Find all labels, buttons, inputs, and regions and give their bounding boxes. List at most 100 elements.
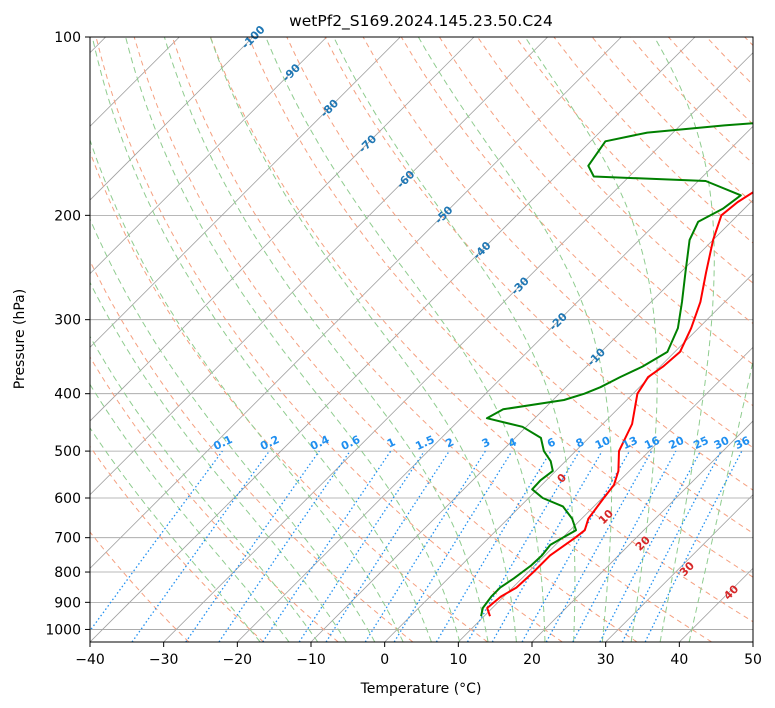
y-tick-label: 900 — [54, 595, 81, 611]
dry-adiabat-line — [744, 37, 753, 47]
mixing-ratio-label: 13 — [620, 434, 639, 452]
mixing-ratio-line — [218, 450, 351, 642]
x-tick-label: −40 — [75, 652, 105, 668]
moist-adiabat-line — [524, 37, 658, 642]
dry-adiabat-line — [90, 445, 264, 642]
dry-adiabat-label: 20 — [633, 533, 653, 553]
dry-adiabat-line — [90, 356, 339, 642]
mixing-ratio-line — [325, 450, 450, 642]
isotherm-label: -80 — [318, 97, 341, 120]
dry-adiabat-line — [171, 37, 712, 642]
isotherm-label: -30 — [509, 274, 532, 297]
moist-adiabat-line — [90, 383, 290, 642]
x-axis-label: Temperature (°C) — [360, 681, 482, 697]
dry-adiabat-line — [553, 37, 753, 244]
dry-adiabat-line — [90, 531, 190, 642]
mixing-ratio-line — [131, 450, 270, 642]
x-tick-label: 50 — [744, 652, 762, 668]
moist-adiabat-line — [125, 37, 461, 642]
isotherm-line — [90, 37, 696, 642]
x-tick-label: 0 — [380, 652, 389, 668]
mixing-ratio-line — [298, 450, 425, 642]
line-labels: 0.1 0.2 0.4 0.6 1 1.5 2 3 4 6 8 10 13 16 20 25 30 36-100-… — [211, 23, 752, 603]
mixing-ratio-label: 30 — [712, 434, 732, 452]
x-tick-label: 20 — [523, 652, 541, 668]
isotherm-label: -20 — [547, 310, 570, 333]
dry-adiabat-line — [706, 37, 753, 86]
dry-adiabat-line — [90, 150, 488, 642]
isotherm-line — [458, 346, 753, 642]
dry-adiabat-line — [438, 37, 753, 366]
mixing-ratio-label: 8 — [574, 435, 586, 450]
isotherm-label: -40 — [470, 239, 493, 262]
x-tick-label: −30 — [149, 652, 179, 668]
mixing-ratio-label: 1 — [385, 435, 397, 450]
dry-adiabat-line — [668, 37, 753, 125]
dry-adiabat-line — [400, 37, 753, 407]
x-tick-label: −10 — [296, 652, 326, 668]
mixing-ratio-label: 0.1 — [211, 433, 234, 453]
moist-adiabat-line — [90, 217, 376, 642]
y-tick-label: 500 — [54, 444, 81, 460]
mixing-ratio-label: 20 — [667, 434, 687, 452]
axis-ticks: −40 −30 −20 −10 0 10 20 30 40 5010020030040050060… — [45, 30, 762, 668]
moist-adiabat-line — [688, 358, 753, 642]
mixing-ratio-line — [435, 450, 552, 642]
mixing-ratio-label: 36 — [733, 434, 753, 452]
dry-adiabat-line — [248, 37, 753, 578]
isotherm-label: -90 — [280, 61, 303, 84]
isotherm-label: -50 — [432, 203, 455, 226]
x-tick-label: 30 — [597, 652, 615, 668]
isotherm-line — [531, 420, 753, 642]
mixing-ratio-label: 0.6 — [339, 433, 362, 453]
background-lines — [90, 37, 753, 642]
moist-adiabat-line — [90, 427, 261, 642]
y-tick-label: 200 — [54, 208, 81, 224]
temperature-profile-line — [486, 191, 753, 617]
moist-adiabat-line — [333, 37, 576, 642]
mixing-ratio-line — [521, 450, 631, 642]
moist-adiabat-line — [653, 37, 715, 642]
dry-adiabat-line — [210, 37, 753, 623]
x-tick-label: 10 — [449, 652, 467, 668]
isotherm-label: -60 — [394, 168, 417, 191]
moist-adiabat-line — [90, 281, 347, 642]
moist-adiabat-line — [417, 37, 613, 642]
isotherm-line — [90, 37, 622, 569]
moist-adiabat-line — [91, 37, 432, 642]
mixing-ratio-label: 16 — [642, 434, 662, 452]
isotherm-line — [163, 52, 753, 642]
mixing-ratio-line — [572, 450, 677, 642]
y-tick-label: 700 — [54, 531, 81, 547]
isotherm-line — [384, 273, 753, 642]
isotherm-label: -10 — [585, 345, 608, 368]
mixing-ratio-line — [90, 450, 223, 632]
isotherm-line — [90, 37, 254, 201]
y-tick-label: 100 — [54, 30, 81, 46]
mixing-ratio-line — [364, 450, 486, 642]
mixing-ratio-line — [262, 450, 392, 642]
dewpoint-profile-line — [480, 122, 753, 617]
x-tick-label: −20 — [223, 652, 253, 668]
mixing-ratio-label: 10 — [593, 434, 613, 452]
dry-adiabat-line — [133, 37, 638, 642]
mixing-ratio-label: 25 — [691, 434, 710, 452]
mixing-ratio-label: 3 — [480, 435, 492, 450]
mixing-ratio-line — [545, 450, 653, 642]
chart-title: wetPf2_S169.2024.145.23.50.C24 — [289, 12, 553, 31]
x-tick-label: 40 — [670, 652, 688, 668]
isotherm-label: -70 — [356, 132, 379, 155]
mixing-ratio-line — [185, 450, 320, 642]
y-tick-label: 600 — [54, 491, 81, 507]
dry-adiabat-line — [515, 37, 753, 284]
dry-adiabat-label: 0 — [555, 471, 570, 486]
moist-adiabat-line — [90, 335, 319, 642]
y-tick-label: 800 — [54, 565, 81, 581]
plot-frame — [89, 36, 754, 643]
dry-adiabat-line — [591, 37, 753, 204]
y-tick-label: 1000 — [45, 622, 81, 638]
mixing-ratio-line — [644, 450, 743, 642]
y-tick-label: 300 — [54, 313, 81, 329]
mixing-ratio-label: 6 — [545, 435, 558, 450]
mixing-ratio-label: 0.4 — [308, 433, 331, 453]
